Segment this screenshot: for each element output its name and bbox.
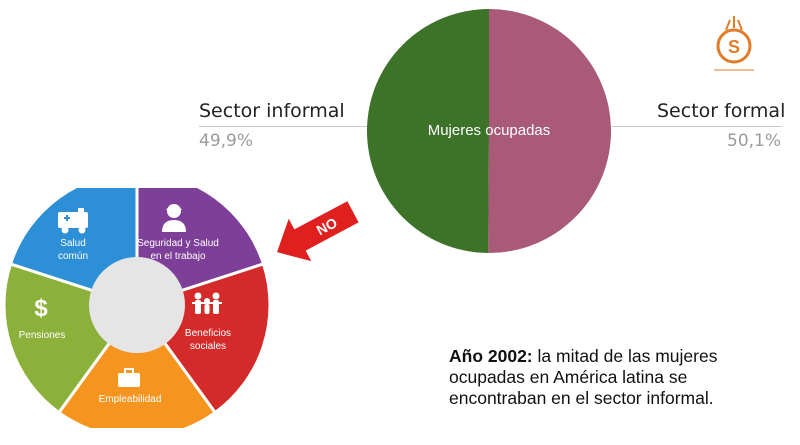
segment-label-seguridad: Seguridad y Salud en el trabajo — [137, 238, 219, 262]
svg-text:S: S — [728, 37, 740, 57]
family-icon — [192, 292, 222, 314]
caption: Año 2002: la mitad de las mujeres ocupad… — [449, 346, 769, 409]
wheel-center — [89, 257, 185, 353]
caption-text: la mitad de las mujeres ocupadas en Amér… — [449, 346, 718, 408]
no-arrow: NO — [277, 201, 359, 262]
pie-center-label: Mujeres ocupadas — [428, 122, 551, 139]
segment-label-beneficios: Beneficios sociales — [185, 328, 231, 352]
ambulance-icon — [58, 208, 88, 234]
segment-label-pensiones: Pensiones — [19, 330, 66, 341]
dollar-icon: $ — [34, 295, 48, 322]
caption-bold: Año 2002: — [449, 346, 533, 366]
segment-label-salud-comun: Salud común — [58, 238, 88, 262]
logo-icon: S — [714, 16, 754, 71]
wheel-segment-empleabilidad — [56, 302, 218, 428]
formal-leader-line — [612, 126, 782, 127]
informal-value: 49,9% — [199, 131, 254, 151]
informal-label: Sector informal — [199, 100, 345, 122]
formal-label: Sector formal — [657, 100, 786, 122]
women-employment-pie: Mujeres ocupadas — [367, 9, 612, 254]
briefcase-icon — [118, 368, 140, 387]
informal-leader-line — [199, 126, 371, 127]
pie-slice-informal — [367, 9, 489, 253]
social-protection-wheel: $ Salud común Seguridad y Salud en el trab… — [2, 188, 270, 428]
formal-value: 50,1% — [727, 131, 782, 151]
pie-slice-formal — [488, 9, 612, 254]
health-worker-icon — [162, 204, 186, 232]
arrow-shape — [277, 201, 359, 262]
segment-label-empleabilidad: Empleabilidad — [99, 394, 162, 405]
